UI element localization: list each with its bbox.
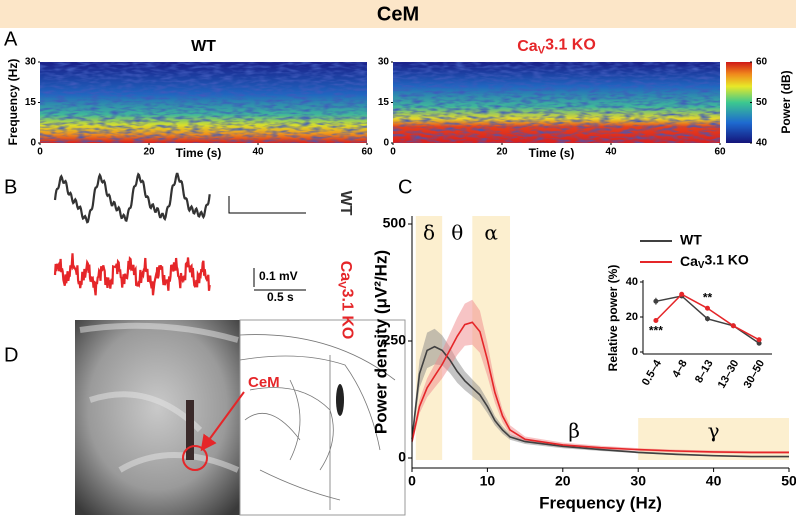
y-tick-label: 500 [383, 215, 407, 231]
cem-arrow [200, 391, 245, 452]
y-axis-label: Power density (μV²/Hz) [371, 250, 390, 434]
psd-line [411, 321, 789, 454]
inset-point [756, 337, 762, 343]
y-axis-label: Frequency (Hz) [6, 59, 20, 146]
y-tick-label: 0 [398, 449, 406, 465]
panel-label: A [4, 28, 18, 50]
legend-label: CaV3.1 KO [680, 251, 749, 270]
trace-label: WT [337, 191, 354, 216]
inset-point [730, 323, 736, 329]
colorbar-tick-label: 50 [756, 97, 768, 108]
atlas [239, 319, 406, 516]
spectrogram-title: CaV3.1 KO [517, 37, 596, 57]
x-axis-label: Time (s) [529, 146, 575, 160]
cem-label: CeM [248, 374, 280, 391]
lfp-trace [53, 253, 211, 296]
header-bar [0, 0, 796, 28]
y-tick-label: 20 [626, 311, 638, 323]
scale-bar [228, 196, 306, 214]
header-title: CeM [377, 3, 419, 25]
inset-point [653, 298, 659, 304]
panel-label: C [398, 176, 412, 198]
y-tick-label: 15 [378, 97, 390, 108]
y-axis-label: Relative power (%) [606, 265, 620, 372]
colorbar [726, 62, 752, 143]
colorbar-tick-label: 40 [756, 138, 768, 149]
colorbar-label: Power (dB) [779, 70, 793, 133]
cem-circle [182, 445, 208, 471]
band-label: θ [451, 221, 463, 245]
x-tick-label: 30 [630, 473, 646, 489]
y-tick-label: 40 [626, 276, 638, 288]
x-tick-label: 20 [555, 473, 571, 489]
x-tick-label: 0.5–4 [640, 357, 665, 388]
x-tick-label: 8–13 [693, 358, 716, 385]
x-tick-label: 40 [706, 473, 722, 489]
colorbar-tick-label: 60 [756, 57, 768, 68]
y-tick-label: 0 [383, 138, 389, 149]
photo-track [186, 400, 194, 460]
x-tick-label: 60 [714, 147, 726, 158]
inset-point [756, 340, 762, 346]
legend-label: WT [680, 232, 702, 248]
x-axis-label: Time (s) [176, 146, 222, 160]
atlas-lines [239, 334, 396, 510]
x-tick-label: 13–30 [716, 358, 742, 390]
x-tick-label: 0 [390, 147, 396, 158]
x-tick-label: 30–50 [742, 358, 768, 390]
x-tick-label: 4–8 [670, 358, 690, 380]
lfp-trace [53, 172, 211, 224]
y-tick-label: 0 [632, 346, 638, 358]
spectrogram-title: WT [191, 38, 216, 55]
y-tick-label: 250 [383, 332, 407, 348]
atlas-ventricle [336, 384, 344, 416]
inset-point [653, 318, 659, 323]
panel-label: D [4, 344, 18, 366]
histology: CeM [75, 319, 406, 516]
x-tick-label: 60 [361, 147, 373, 158]
psd-line [411, 345, 789, 458]
spectrogram-texture [393, 62, 720, 143]
scale-bar-label: 0.5 s [267, 290, 294, 304]
band-label: α [484, 221, 498, 245]
y-tick-label: 15 [25, 97, 37, 108]
spectrogram-texture [40, 62, 367, 143]
significance: *** [649, 323, 663, 337]
trace-label: CaV3.1 KO [336, 261, 356, 340]
band-label: β [568, 419, 580, 443]
x-tick-label: 10 [480, 473, 496, 489]
x-tick-label: 20 [496, 147, 508, 158]
band-label: δ [423, 221, 435, 245]
x-tick-label: 40 [605, 147, 617, 158]
x-tick-label: 0 [37, 147, 43, 158]
y-tick-label: 30 [25, 57, 37, 68]
x-tick-label: 50 [781, 473, 796, 489]
x-tick-label: 20 [143, 147, 155, 158]
x-tick-label: 0 [408, 473, 416, 489]
x-axis-label: Frequency (Hz) [539, 493, 662, 512]
y-tick-label: 30 [378, 57, 390, 68]
significance: ** [703, 291, 713, 305]
band-label: γ [708, 419, 720, 443]
brain-photo [75, 320, 240, 515]
x-tick-label: 40 [252, 147, 264, 158]
inset-point [705, 305, 710, 311]
y-tick-label: 0 [30, 138, 36, 149]
inset-point [705, 316, 710, 322]
panel-label: B [4, 176, 17, 198]
inset-point [679, 291, 685, 297]
scale-bar-label: 0.1 mV [259, 269, 298, 283]
scale-bar [253, 268, 306, 291]
